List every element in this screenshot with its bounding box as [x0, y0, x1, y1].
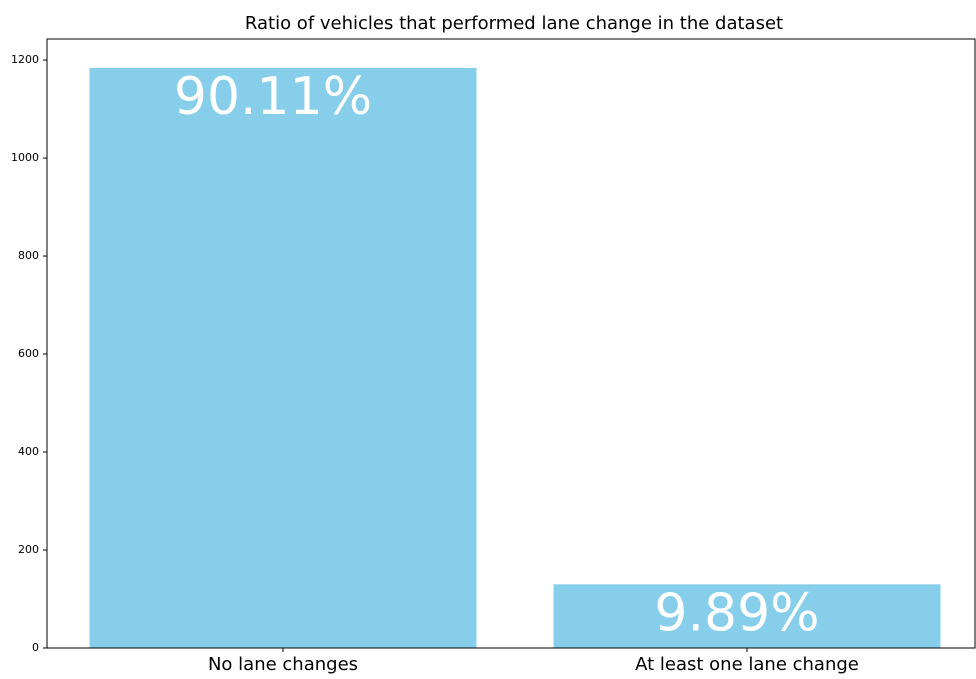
y-tick-label: 800: [18, 249, 39, 262]
bar: [553, 584, 941, 648]
x-tick-label: No lane changes: [208, 654, 358, 675]
y-tick-label: 400: [18, 445, 39, 458]
y-tick-label: 600: [18, 347, 39, 360]
y-tick-label: 1200: [11, 53, 39, 66]
plot-area: [89, 67, 941, 648]
y-tick-label: 0: [32, 641, 39, 654]
axes-frame: [46, 38, 976, 649]
bar-annotation: 9.89%: [654, 583, 819, 643]
y-tick-label: 1000: [11, 151, 39, 164]
x-tick-label: At least one lane change: [635, 654, 859, 675]
bar-annotation: 90.11%: [174, 67, 372, 127]
bar: [89, 67, 477, 648]
y-tick-label: 200: [18, 543, 39, 556]
chart-title: Ratio of vehicles that performed lane ch…: [245, 13, 783, 34]
